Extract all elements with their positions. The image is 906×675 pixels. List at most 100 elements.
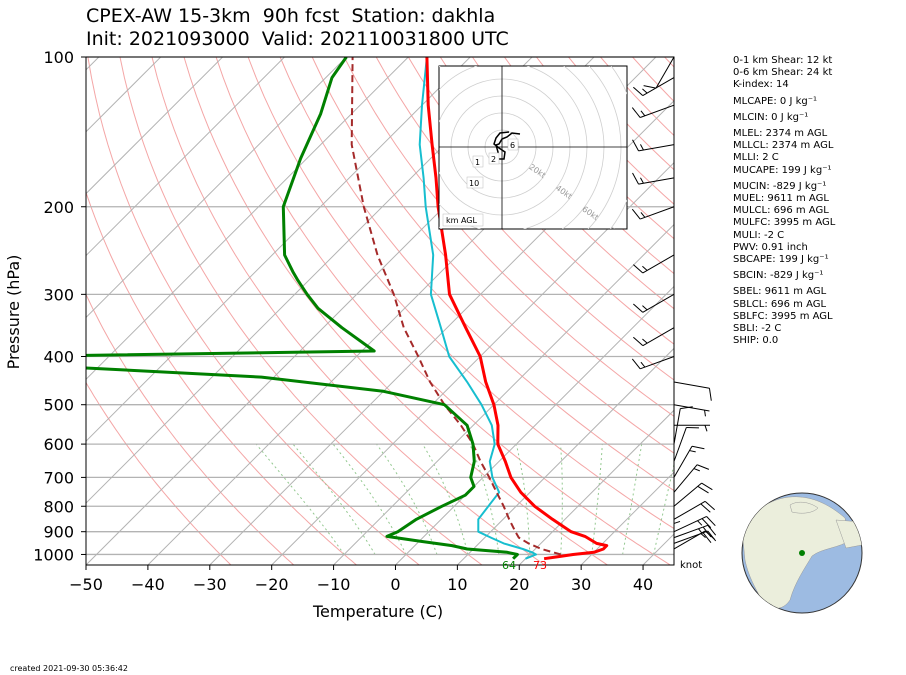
stat-ship: SHIP: 0.0	[733, 335, 779, 347]
wind-barb	[673, 464, 710, 493]
stat-mllcl: MLLCL: 2374 m AGL	[733, 140, 834, 152]
barb-flag	[701, 482, 713, 491]
barb-half-flag	[642, 338, 648, 344]
y-axis-label: Pressure (hPa)	[4, 255, 23, 370]
barb-staff	[640, 206, 675, 220]
barb-staff	[640, 356, 675, 370]
barb-flag	[707, 524, 717, 536]
globe-europe	[789, 501, 819, 514]
wind-barb	[673, 500, 715, 520]
barb-half-flag	[640, 177, 644, 184]
stat-sbli: SBLI: -2 C	[733, 323, 782, 335]
dry-adiabat	[86, 293, 295, 565]
barb-flag	[702, 532, 712, 543]
barb-flag	[707, 530, 717, 542]
isotherm	[271, 161, 674, 565]
y-tick-label: 200	[43, 198, 74, 217]
stat-sbel: SBEL: 9611 m AGL	[733, 286, 827, 298]
surface-temperature-label: 73	[533, 559, 547, 572]
barb-half-flag	[697, 520, 703, 526]
dry-adiabat	[407, 57, 674, 345]
hodograph-height-label: 6	[510, 141, 515, 150]
barb-flag	[631, 358, 641, 370]
y-tick-label: 700	[43, 468, 74, 487]
moist-adiabat	[622, 444, 643, 555]
barb-half-flag	[642, 265, 648, 271]
wind-unit-label: knot	[680, 560, 703, 571]
dry-adiabat	[375, 57, 674, 381]
isotherm	[86, 57, 347, 319]
y-tick-label: 900	[43, 523, 74, 542]
hodograph-frame-label: km AGL	[446, 216, 478, 225]
barb-staff	[655, 56, 675, 89]
y-tick-label: 600	[43, 435, 74, 454]
wind-barb	[631, 104, 675, 118]
barb-staff	[642, 293, 675, 313]
y-tick-label: 500	[43, 396, 74, 415]
dry-adiabat	[311, 57, 674, 454]
barb-flag	[631, 107, 641, 118]
barb-half-flag	[640, 144, 644, 151]
stability-indices-panel: 0-1 km Shear: 12 kt 0-6 km Shear: 24 kt …	[733, 55, 835, 347]
created-timestamp: created 2021-09-30 05:36:42	[10, 664, 128, 673]
wind-barb	[631, 206, 675, 220]
barb-staff	[673, 408, 681, 445]
barb-flag	[706, 516, 716, 527]
barb-staff	[642, 254, 675, 274]
barb-staff	[640, 104, 675, 118]
wind-barb	[673, 427, 699, 462]
barb-half-flag	[642, 305, 648, 311]
stat-sbcape: SBCAPE: 199 J kg⁻¹	[733, 254, 829, 266]
barb-flag	[708, 388, 712, 401]
barb-half-flag	[640, 212, 646, 218]
barb-flag	[702, 526, 712, 538]
barb-staff	[642, 327, 675, 347]
dry-adiabat	[119, 57, 483, 565]
dry-adiabat	[279, 57, 674, 492]
hodograph-height-box	[488, 152, 500, 165]
stat-shear-06: 0-6 km Shear: 24 kt	[733, 67, 833, 79]
barb-half-flag	[704, 425, 708, 432]
x-tick-label: −50	[69, 575, 103, 594]
stat-mlel: MLEL: 2374 m AGL	[733, 128, 828, 140]
dry-adiabat	[247, 57, 674, 530]
stat-sblcl: SBLCL: 696 m AGL	[733, 298, 827, 310]
barb-flag	[633, 336, 644, 347]
hodograph-height-label: 2	[491, 155, 496, 164]
barb-staff	[673, 516, 707, 533]
isotherm	[457, 347, 674, 565]
plot-frame	[85, 56, 675, 566]
wind-barb	[643, 56, 675, 89]
hodograph-frame-label-box	[442, 213, 484, 227]
wind-barb	[673, 516, 716, 533]
barb-flag	[632, 139, 639, 152]
wind-barb	[674, 424, 710, 432]
barb-flag	[691, 445, 705, 450]
station-marker	[799, 550, 805, 556]
dry-adiabat	[86, 190, 357, 565]
stat-sbcin: SBCIN: -829 J kg⁻¹	[733, 270, 824, 282]
isotherm	[580, 471, 674, 565]
barb-staff	[673, 404, 710, 412]
isotherm	[86, 57, 285, 257]
barb-half-flag	[693, 468, 700, 472]
chart-title-line2: Init: 2021093000 Valid: 202110031800 UTC	[86, 28, 509, 50]
wind-barb	[673, 381, 712, 401]
dry-adiabat	[183, 57, 608, 565]
stat-muli: MULI: -2 C	[733, 229, 785, 241]
location-globe	[741, 492, 863, 614]
barb-staff	[673, 524, 708, 539]
x-tick-label: −40	[131, 575, 165, 594]
surface-dewpoint-label: 64	[502, 559, 516, 572]
x-tick-label: 30	[571, 575, 591, 594]
barb-flag	[680, 406, 693, 410]
dry-adiabat	[343, 57, 674, 417]
x-tick-label: 0	[390, 575, 400, 594]
barb-flag	[700, 503, 711, 513]
dry-adiabat	[87, 57, 420, 565]
dry-adiabat	[439, 57, 674, 310]
barb-flag	[631, 208, 641, 220]
barb-flag	[633, 303, 644, 313]
stat-pwv: PWV: 0.91 inch	[733, 241, 808, 253]
